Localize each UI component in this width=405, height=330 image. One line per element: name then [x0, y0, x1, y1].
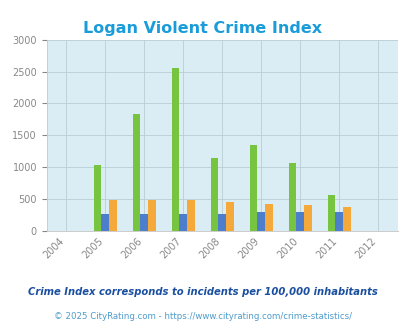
Bar: [101, 214, 109, 231]
Bar: [93, 165, 101, 231]
Bar: [218, 214, 226, 231]
Bar: [187, 200, 194, 231]
Bar: [342, 207, 350, 231]
Bar: [140, 214, 148, 231]
Bar: [109, 200, 117, 231]
Bar: [132, 114, 140, 231]
Bar: [148, 200, 156, 231]
Text: © 2025 CityRating.com - https://www.cityrating.com/crime-statistics/: © 2025 CityRating.com - https://www.city…: [54, 312, 351, 321]
Bar: [171, 68, 179, 231]
Bar: [210, 158, 218, 231]
Text: Crime Index corresponds to incidents per 100,000 inhabitants: Crime Index corresponds to incidents per…: [28, 287, 377, 297]
Bar: [296, 212, 303, 231]
Bar: [226, 202, 233, 231]
Bar: [179, 214, 187, 231]
Bar: [335, 212, 342, 231]
Bar: [327, 195, 335, 231]
Text: Logan Violent Crime Index: Logan Violent Crime Index: [83, 21, 322, 36]
Bar: [249, 145, 257, 231]
Bar: [264, 204, 272, 231]
Bar: [288, 163, 296, 231]
Bar: [257, 213, 264, 231]
Bar: [303, 205, 311, 231]
